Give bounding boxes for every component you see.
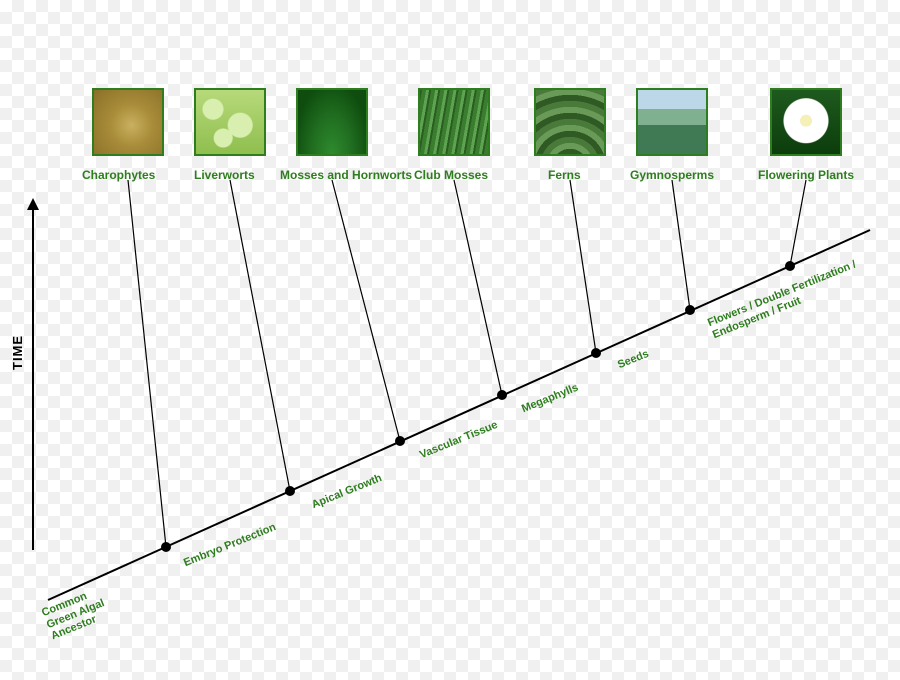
thumb-flowering-image [772,90,840,154]
group-label-charophytes: Charophytes [82,168,155,182]
thumb-mosses [296,88,368,156]
thumb-mosses-image [298,90,366,154]
thumb-gymnosperms-image [638,90,706,154]
trait-label-1: Apical Growth [310,472,384,512]
time-axis [32,210,34,550]
ancestor-label: Common Green Algal Ancestor [40,578,128,643]
thumb-flowering [770,88,842,156]
thumb-ferns-image [536,90,604,154]
group-label-liverworts: Liverworts [194,168,255,182]
trait-label-4: Seeds [616,348,651,372]
group-label-ferns: Ferns [548,168,581,182]
thumb-charophytes [92,88,164,156]
time-axis-arrowhead [27,198,39,210]
thumb-ferns [534,88,606,156]
trait-label-2: Vascular Tissue [418,419,500,462]
thumb-clubmosses-image [420,90,488,154]
group-label-flowering: Flowering Plants [758,168,854,182]
group-label-clubmosses: Club Mosses [414,168,488,182]
thumb-gymnosperms [636,88,708,156]
trait-label-5: Flowers / Double Fertilization / Endospe… [706,254,873,341]
thumb-charophytes-image [94,90,162,154]
trait-label-3: Megaphylls [520,382,580,416]
trait-label-0: Embryo Protection [182,521,278,570]
thumb-liverworts [194,88,266,156]
thumb-liverworts-image [196,90,264,154]
time-axis-line [32,210,34,550]
time-axis-label: TIME [10,335,25,370]
group-label-gymnosperms: Gymnosperms [630,168,714,182]
thumb-clubmosses [418,88,490,156]
group-label-mosses: Mosses and Hornworts [280,168,412,182]
